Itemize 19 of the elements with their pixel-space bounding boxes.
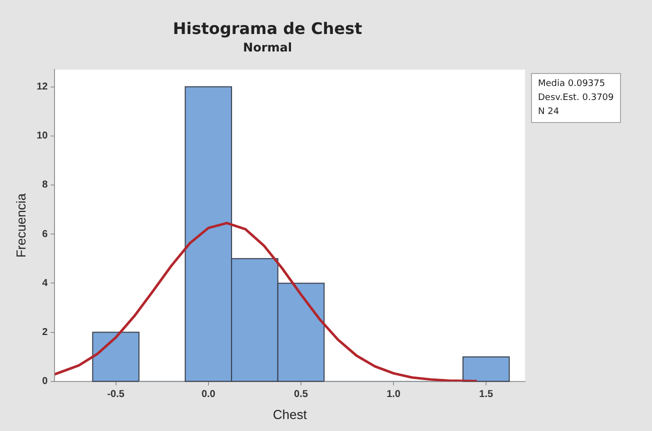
chart-subtitle: Normal <box>243 40 292 55</box>
y-tick-label: 8 <box>42 180 48 191</box>
x-axis-title: Chest <box>272 406 308 422</box>
text: Desv.Est. 0.3709 <box>538 92 614 105</box>
x-tick-label: 1.0 <box>386 389 401 400</box>
x-tick-label: 0.0 <box>201 389 216 400</box>
x-tick-label: 1.5 <box>479 389 494 400</box>
y-tick-label: 4 <box>42 278 48 289</box>
y-axis-title: Frecuencia <box>13 192 28 258</box>
chart-title: Histograma de Chest <box>172 18 362 38</box>
y-tick-label: 2 <box>42 327 48 338</box>
x-tick-label: -0.5 <box>107 389 125 400</box>
text: N 24 <box>538 106 560 119</box>
y-tick-label: 10 <box>36 130 48 142</box>
y-tick-label: 6 <box>42 228 48 240</box>
x-tick-label: 0.5 <box>294 389 308 400</box>
y-tick-label: 12 <box>36 82 48 93</box>
text: Media 0.09375 <box>538 78 606 91</box>
y-tick-label: 0 <box>42 376 48 388</box>
